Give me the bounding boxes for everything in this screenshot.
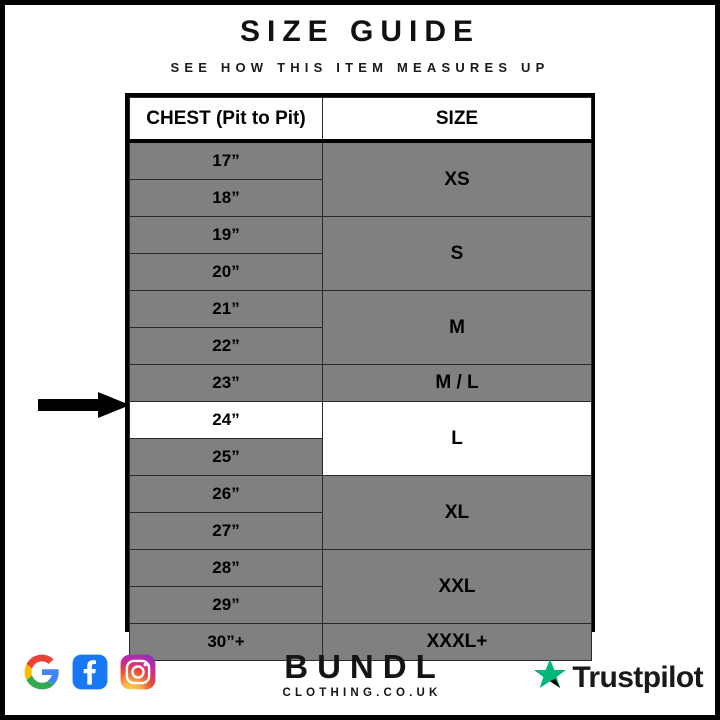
table-row: 20” (129, 253, 592, 291)
size-table-container: CHEST (Pit to Pit) SIZE 17” XS 18” 19” S 20” 2… (125, 93, 595, 661)
size-cell: M / L (322, 364, 592, 402)
brand-name: BUNDL (284, 648, 445, 685)
table-row: 29” (129, 586, 592, 624)
trustpilot-logo[interactable]: Trustpilot (532, 657, 704, 698)
header: SIZE GUIDE SEE HOW THIS ITEM MEASURES UP (5, 15, 715, 76)
table-row: 27” (129, 512, 592, 550)
chest-cell: 27” (129, 512, 323, 550)
page-title: SIZE GUIDE (239, 15, 481, 48)
table-header-row: CHEST (Pit to Pit) SIZE (129, 97, 592, 143)
table-row: 30”+ XXXL+ (129, 623, 592, 661)
size-cell: L (322, 401, 592, 476)
trustpilot-wordmark: Trustpilot (572, 660, 703, 694)
google-icon[interactable] (23, 653, 61, 691)
table-row: 24” L (129, 401, 592, 476)
table-row: 25” (129, 438, 592, 476)
chest-cell: 25” (129, 438, 323, 476)
size-cell: S (322, 216, 592, 291)
size-table: CHEST (Pit to Pit) SIZE 17” XS 18” 19” S 20” 2… (129, 97, 592, 661)
brand-logo: BUNDL CLOTHING.CO.UK (5, 649, 715, 700)
chest-cell: 20” (129, 253, 323, 291)
chest-cell: 19” (129, 216, 323, 254)
table-row: 19” S (129, 216, 592, 291)
size-cell: M (322, 290, 592, 365)
size-cell: XXXL+ (322, 623, 592, 661)
table-row: 23” M / L (129, 364, 592, 402)
chest-cell: 24” (129, 401, 323, 439)
instagram-icon[interactable] (119, 653, 157, 691)
column-header-size: SIZE (322, 97, 592, 143)
selection-arrow (38, 392, 130, 418)
chest-cell: 18” (129, 179, 323, 217)
trustpilot-star-icon (532, 657, 568, 698)
facebook-icon[interactable] (71, 653, 109, 691)
column-header-chest: CHEST (Pit to Pit) (129, 97, 323, 143)
chest-cell: 28” (129, 549, 323, 587)
size-cell: XL (322, 475, 592, 550)
chest-cell: 23” (129, 364, 323, 402)
size-cell: XXL (322, 549, 592, 624)
table-header: CHEST (Pit to Pit) SIZE (129, 97, 592, 143)
chest-cell: 30”+ (129, 623, 323, 661)
chest-cell: 26” (129, 475, 323, 513)
arrow-right-icon (38, 392, 130, 418)
table-row: 17” XS (129, 140, 592, 217)
chest-cell: 29” (129, 586, 323, 624)
page-subtitle: SEE HOW THIS ITEM MEASURES UP (170, 60, 550, 75)
chest-cell: 21” (129, 290, 323, 328)
chest-cell: 22” (129, 327, 323, 365)
size-cell: XS (322, 140, 592, 217)
social-links (23, 653, 157, 691)
chest-cell: 17” (129, 140, 323, 180)
table-row: 26” XL (129, 475, 592, 550)
footer: BUNDL CLOTHING.CO.UK Trustpilot (5, 645, 715, 715)
brand-domain: CLOTHING.CO.UK (282, 687, 442, 699)
table-body: 17” XS 18” 19” S 20” 21” M 22” 23” M / L 24” L 25” 26”… (129, 140, 592, 661)
table-row: 18” (129, 179, 592, 217)
table-row: 21” M (129, 290, 592, 365)
table-row: 28” XXL (129, 549, 592, 624)
